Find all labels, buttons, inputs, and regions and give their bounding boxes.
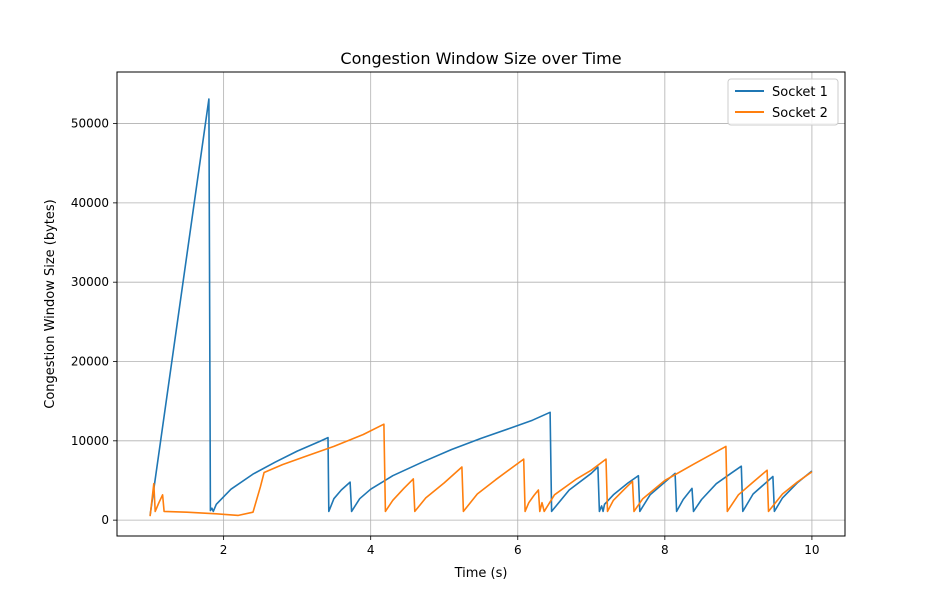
x-tick-label: 8 xyxy=(661,543,669,557)
x-axis-label: Time (s) xyxy=(454,566,508,581)
y-tick-label: 20000 xyxy=(71,355,109,369)
x-tick-label: 2 xyxy=(220,543,228,557)
y-tick-label: 0 xyxy=(101,513,109,527)
grid-lines xyxy=(117,72,845,536)
y-tick-label: 10000 xyxy=(71,434,109,448)
x-tick-label: 10 xyxy=(804,543,819,557)
x-axis-ticks: 2 4 6 8 10 xyxy=(220,536,820,557)
series-lines xyxy=(149,98,813,517)
y-tick-label: 40000 xyxy=(71,196,109,210)
y-tick-label: 50000 xyxy=(71,117,109,131)
chart-title: Congestion Window Size over Time xyxy=(340,49,621,68)
plot-area-frame xyxy=(116,71,846,537)
legend: Socket 1 Socket 2 xyxy=(727,78,839,126)
legend-label-socket-2: Socket 2 xyxy=(772,106,828,121)
legend-label-socket-1: Socket 1 xyxy=(772,85,828,100)
series-line-socket-2 xyxy=(149,423,813,517)
y-axis-ticks: 0 10000 20000 30000 40000 50000 xyxy=(71,117,117,527)
y-tick-label: 30000 xyxy=(71,275,109,289)
series-line-socket-1 xyxy=(149,98,813,516)
x-tick-label: 6 xyxy=(514,543,522,557)
x-tick-label: 4 xyxy=(367,543,375,557)
y-axis-label: Congestion Window Size (bytes) xyxy=(43,199,58,409)
